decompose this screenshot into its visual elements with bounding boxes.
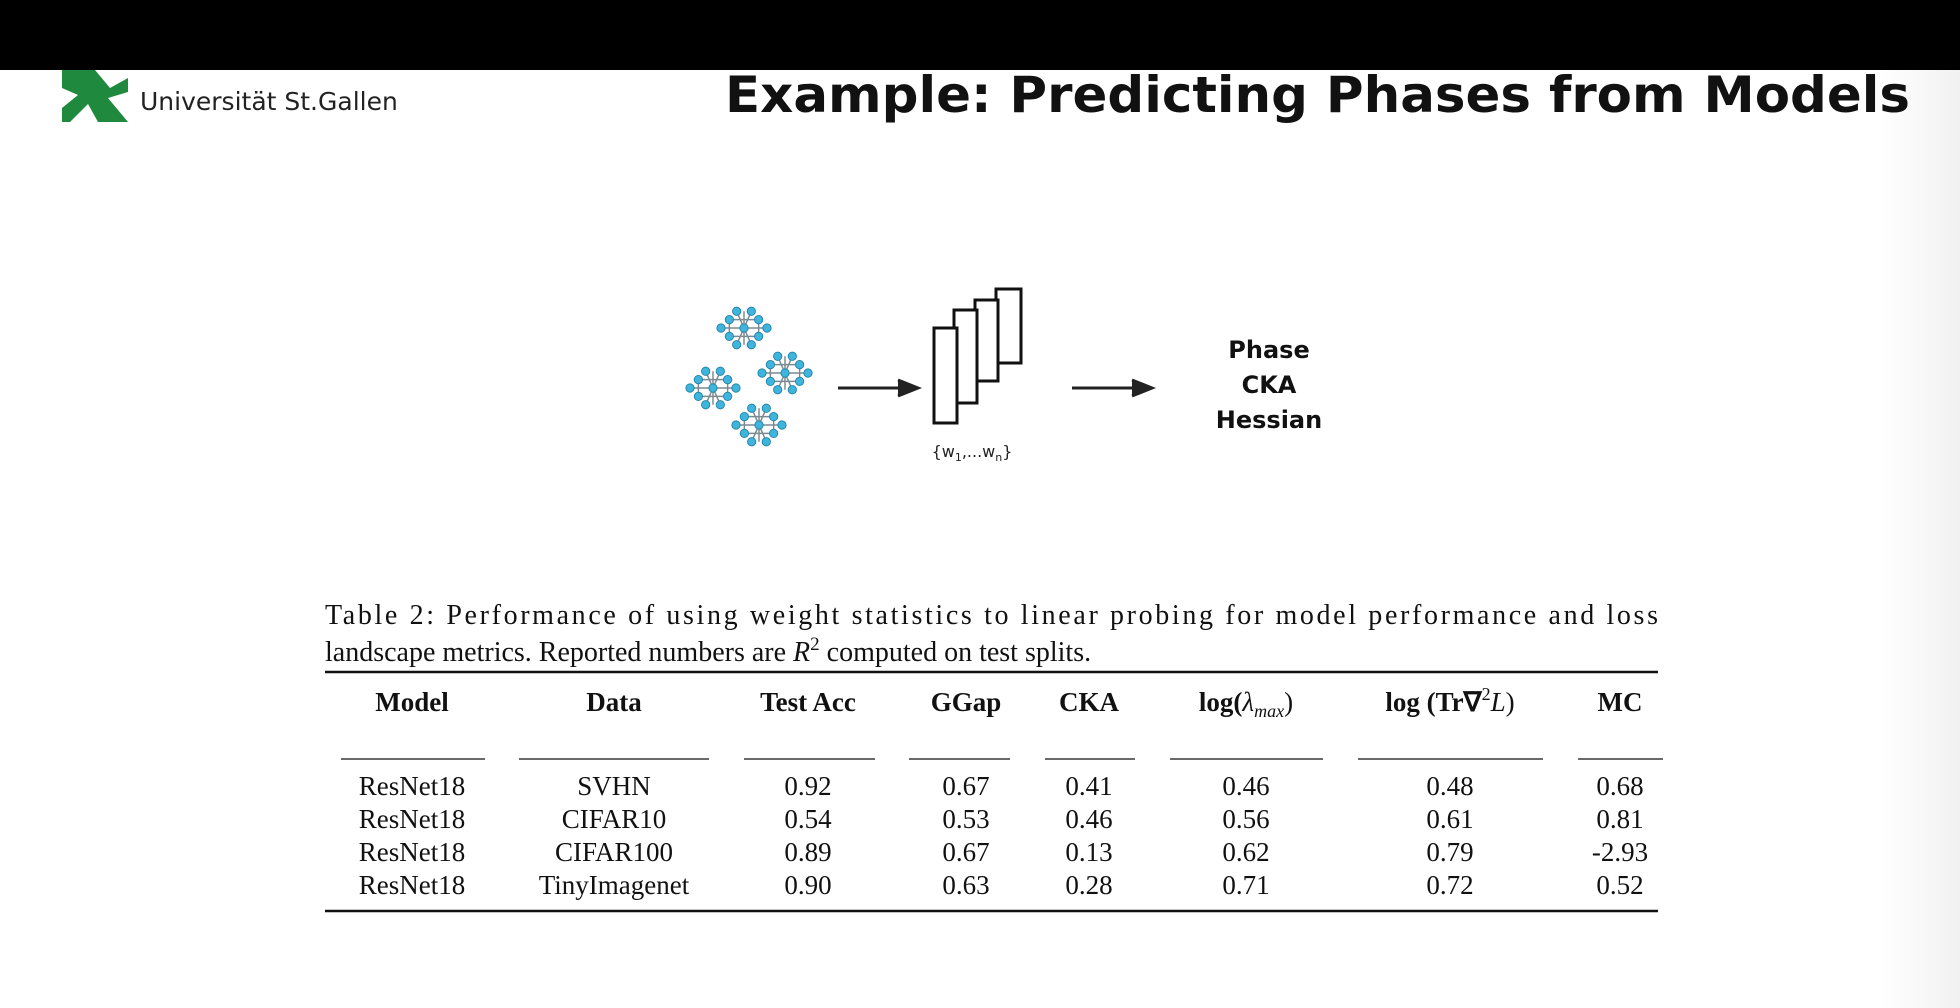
caption-part: landscape metrics. Reported numbers are: [325, 637, 793, 668]
top-bar: [0, 0, 1960, 70]
weights-label: {w1,...wn}: [932, 442, 1013, 464]
table-cell: 0.53: [942, 804, 989, 834]
table-cell: SVHN: [577, 771, 651, 801]
table-cell: ResNet18: [359, 870, 465, 900]
table-cell: ResNet18: [359, 804, 465, 834]
header-part: log(: [1199, 687, 1243, 717]
table-cell: CIFAR100: [555, 837, 673, 867]
label-part: ,...w: [962, 442, 995, 461]
caption-math: R: [792, 637, 810, 668]
table-cell: 0.67: [942, 837, 989, 867]
header-cell: Test Acc: [760, 687, 856, 717]
output-label: CKA: [1242, 371, 1297, 399]
table-cell: 0.79: [1426, 837, 1473, 867]
table-cell: TinyImagenet: [539, 870, 690, 900]
results-table: Table 2: Performance of using weight sta…: [325, 600, 1663, 913]
table-cell: 0.68: [1596, 771, 1643, 801]
diagram: {w1,...wn} Phase CKA Hessian: [685, 287, 1322, 464]
table-cell: 0.56: [1222, 804, 1269, 834]
label-sub: n: [995, 451, 1002, 464]
network-layers: [932, 287, 1023, 425]
output-label: Hessian: [1216, 406, 1322, 434]
table-cell: ResNet18: [359, 771, 465, 801]
table-cell: ResNet18: [359, 837, 465, 867]
header-cell: MC: [1598, 687, 1643, 717]
label-part: {w: [932, 442, 955, 461]
table-cell: 0.62: [1222, 837, 1269, 867]
caption-part: computed on test splits.: [820, 637, 1091, 668]
table-cell: 0.28: [1065, 870, 1112, 900]
logo: [62, 70, 128, 122]
caption-line: Table 2: Performance of using weight sta…: [325, 600, 1658, 631]
header-part: log (Tr∇: [1385, 687, 1482, 717]
caption-sup: 2: [810, 634, 820, 655]
header-math: λ: [1241, 687, 1254, 717]
table-cell: 0.48: [1426, 771, 1473, 801]
table-cell: 0.52: [1596, 870, 1643, 900]
molecule: [731, 403, 787, 447]
table-cell: -2.93: [1592, 837, 1648, 867]
header-cell: Data: [586, 687, 642, 717]
header-cell: GGap: [931, 687, 1002, 717]
header-cell: log (Tr∇2L): [1385, 684, 1514, 717]
header-cell: CKA: [1059, 687, 1120, 717]
table-cell: CIFAR10: [562, 804, 667, 834]
label-sub: 1: [955, 451, 962, 464]
table-cell: 0.46: [1222, 771, 1269, 801]
caption-line: landscape metrics. Reported numbers are …: [325, 634, 1091, 668]
table-cell: 0.13: [1065, 837, 1112, 867]
slide-edge: [1880, 70, 1960, 1008]
table-cell: 0.81: [1596, 804, 1643, 834]
header-part: ): [1506, 687, 1515, 717]
output-label: Phase: [1228, 336, 1309, 364]
table-cell: 0.89: [784, 837, 831, 867]
table-cell: 0.72: [1426, 870, 1473, 900]
header-sub: max: [1254, 701, 1284, 721]
table-cell: 0.90: [784, 870, 831, 900]
table-cell: 0.41: [1065, 771, 1112, 801]
header-cell: Model: [375, 687, 449, 717]
table-cell: 0.92: [784, 771, 831, 801]
label-part: }: [1002, 442, 1012, 461]
molecule: [757, 351, 813, 395]
header-cell: log(λmax): [1199, 687, 1293, 721]
table-cell: 0.61: [1426, 804, 1473, 834]
molecule: [716, 306, 772, 350]
slide-title: Example: Predicting Phases from Models: [725, 66, 1910, 124]
header-sup: 2: [1482, 684, 1491, 704]
table-cell: 0.46: [1065, 804, 1112, 834]
arrow: [838, 378, 923, 398]
table-cell: 0.63: [942, 870, 989, 900]
table-cell: 0.71: [1222, 870, 1269, 900]
table-cell: 0.67: [942, 771, 989, 801]
molecule: [685, 366, 741, 410]
arrow: [1072, 378, 1157, 398]
brand: Universität St.Gallen: [140, 87, 398, 116]
table-cell: 0.54: [784, 804, 832, 834]
header-math: L: [1490, 687, 1506, 717]
header-part: ): [1284, 687, 1293, 717]
